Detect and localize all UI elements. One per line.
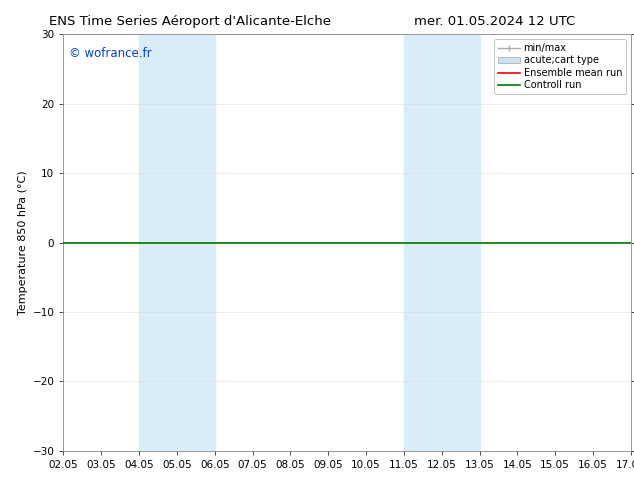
Text: ENS Time Series Aéroport d'Alicante-Elche: ENS Time Series Aéroport d'Alicante-Elch… — [49, 15, 331, 28]
Bar — [404, 34, 479, 451]
Bar — [139, 34, 215, 451]
Text: © wofrance.fr: © wofrance.fr — [69, 47, 152, 60]
Text: mer. 01.05.2024 12 UTC: mer. 01.05.2024 12 UTC — [414, 15, 575, 28]
Y-axis label: Temperature 850 hPa (°C): Temperature 850 hPa (°C) — [18, 170, 29, 315]
Legend: min/max, acute;cart type, Ensemble mean run, Controll run: min/max, acute;cart type, Ensemble mean … — [495, 39, 626, 94]
